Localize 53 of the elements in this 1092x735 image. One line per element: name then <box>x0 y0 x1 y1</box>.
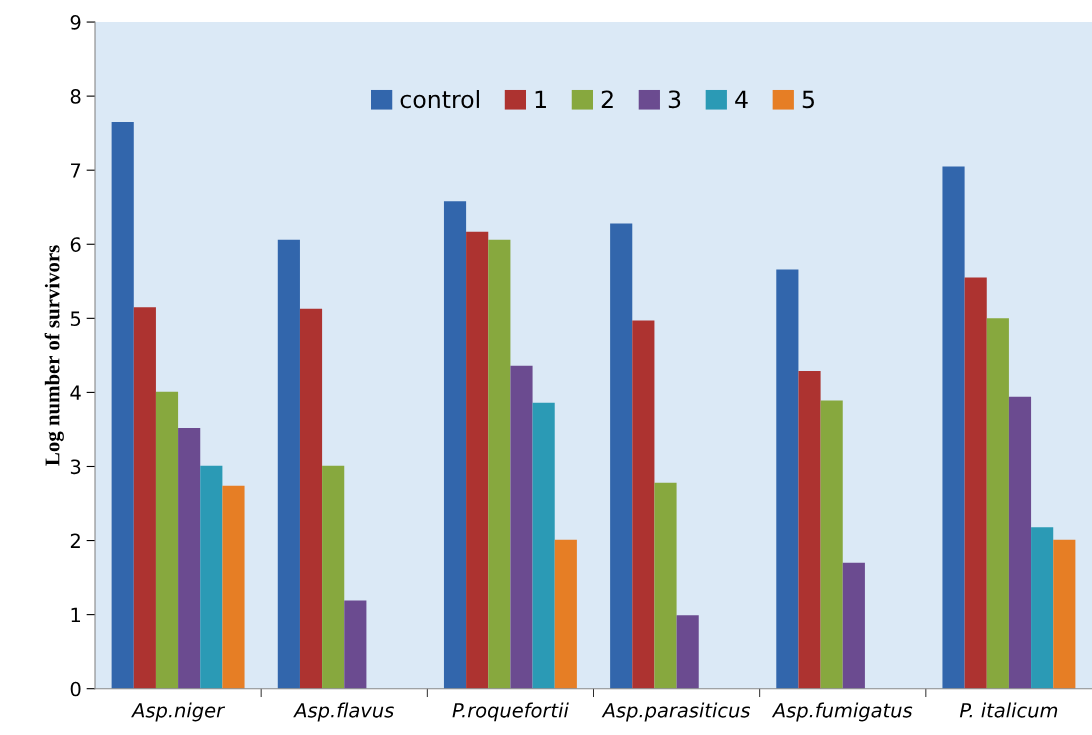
x-tick-label: P. italicum <box>959 702 1058 718</box>
bar <box>654 482 677 689</box>
y-tick-label: 0 <box>70 681 81 697</box>
bar <box>510 365 533 689</box>
y-tick-label: 9 <box>70 15 81 30</box>
bar <box>610 223 633 689</box>
bar <box>798 370 821 689</box>
bar <box>488 239 511 689</box>
x-tick-label: Asp.niger <box>131 702 226 722</box>
bar <box>344 600 367 689</box>
bar <box>200 465 223 689</box>
y-tick-label: 1 <box>71 607 81 623</box>
y-tick-label: 3 <box>70 459 81 475</box>
legend-label: 1 <box>535 90 546 108</box>
legend-label: 4 <box>735 90 748 108</box>
bar <box>964 277 987 689</box>
x-tick-label: Asp.flavus <box>293 702 394 722</box>
bar <box>1008 396 1032 689</box>
legend-label: 5 <box>802 90 814 109</box>
y-axis-title: Log number of survivors <box>44 245 64 466</box>
bar <box>299 308 323 689</box>
legend-label: 2 <box>601 90 613 108</box>
y-tick-label: 5 <box>70 311 81 326</box>
bar <box>466 231 489 689</box>
bar <box>277 239 300 689</box>
bar <box>178 427 201 689</box>
bar <box>776 269 799 689</box>
bar <box>632 320 655 689</box>
legend-label: control <box>400 89 479 109</box>
bar <box>942 166 965 689</box>
y-tick-label: 2 <box>70 533 80 548</box>
y-tick-label: 7 <box>71 163 81 178</box>
bar <box>1031 527 1054 689</box>
bar <box>532 402 555 689</box>
x-tick-label: Asp.parasiticus <box>601 702 751 722</box>
bar <box>155 391 179 689</box>
bar <box>133 307 156 689</box>
y-tick-label: 4 <box>70 385 81 400</box>
legend-label: 3 <box>668 90 681 109</box>
bar <box>322 465 345 689</box>
bar <box>820 400 843 689</box>
bar <box>676 615 699 689</box>
bar <box>443 201 467 689</box>
x-tick-label: P.roquefortii <box>452 702 569 722</box>
bar <box>554 539 577 689</box>
y-tick-label: 8 <box>70 89 81 104</box>
bar <box>1053 539 1076 689</box>
x-tick-label: Asp.fumigatus <box>771 702 913 722</box>
y-tick-label: 6 <box>70 237 81 252</box>
bar <box>986 318 1009 689</box>
bar <box>111 122 134 689</box>
bar <box>222 485 245 689</box>
bar <box>842 562 865 689</box>
